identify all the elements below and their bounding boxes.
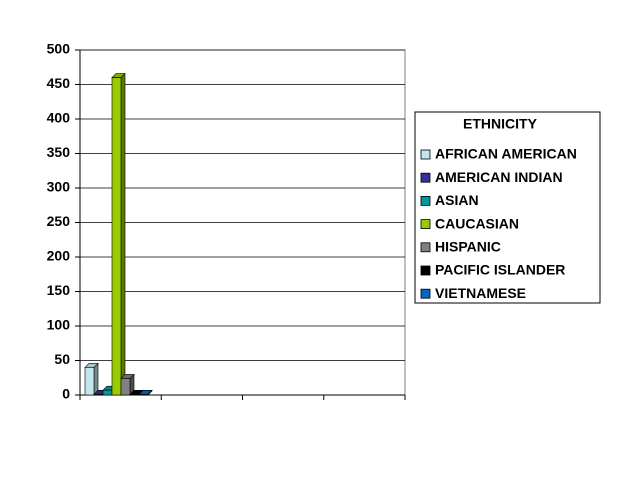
legend-swatch xyxy=(420,219,431,230)
y-tick-label: 500 xyxy=(47,41,71,57)
bar-side xyxy=(120,72,126,396)
bar xyxy=(93,394,104,396)
legend-title: ETHNICITY xyxy=(463,116,538,132)
y-tick-label: 450 xyxy=(47,75,71,91)
y-tick-label: 150 xyxy=(47,282,71,298)
legend-label: HISPANIC xyxy=(435,239,501,255)
legend-swatch xyxy=(420,265,431,276)
bar xyxy=(111,77,122,396)
y-tick-label: 250 xyxy=(47,213,71,229)
legend-swatch xyxy=(420,242,431,253)
bar xyxy=(129,394,140,396)
y-tick-label: 50 xyxy=(54,351,70,367)
legend-label: AMERICAN INDIAN xyxy=(435,169,563,185)
legend-box xyxy=(414,111,601,304)
y-tick-label: 0 xyxy=(62,386,70,402)
legend-swatch xyxy=(420,288,431,299)
legend-swatch xyxy=(420,172,431,183)
legend-label: AFRICAN AMERICAN xyxy=(435,146,577,162)
bar xyxy=(84,367,95,396)
bar xyxy=(138,394,149,396)
y-tick-label: 350 xyxy=(47,144,71,160)
y-tick-label: 200 xyxy=(47,248,71,264)
y-tick-label: 300 xyxy=(47,179,71,195)
legend-label: VIETNAMESE xyxy=(435,285,526,301)
legend-label: CAUCASIAN xyxy=(435,215,519,231)
legend-label: ASIAN xyxy=(435,192,479,208)
legend-swatch xyxy=(420,149,431,160)
bar-side xyxy=(93,362,99,396)
y-tick-label: 100 xyxy=(47,317,71,333)
bar xyxy=(102,389,113,396)
bar xyxy=(120,378,131,396)
y-tick-label: 400 xyxy=(47,110,71,126)
legend-label: PACIFIC ISLANDER xyxy=(435,262,565,278)
legend-swatch xyxy=(420,195,431,206)
